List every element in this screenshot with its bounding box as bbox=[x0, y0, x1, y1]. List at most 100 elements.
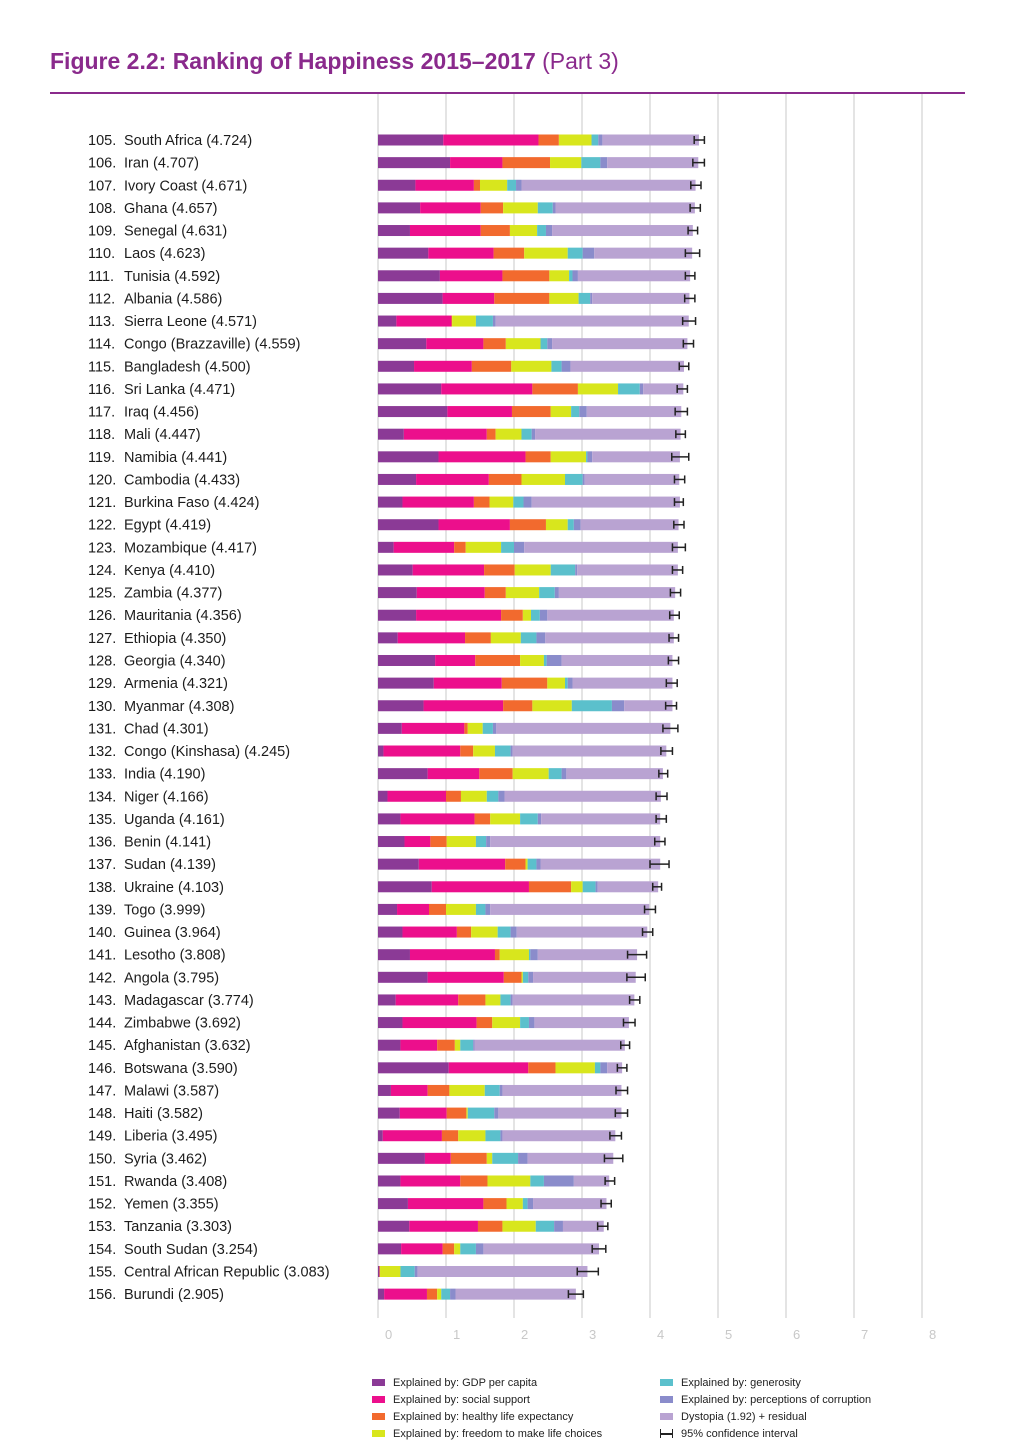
bar-segment-health bbox=[528, 881, 572, 893]
bar-segment-generosity bbox=[484, 1084, 500, 1096]
bar-segment-corruption bbox=[536, 632, 546, 644]
bar-segment-dystopia bbox=[541, 813, 661, 825]
rank-number: 143. bbox=[88, 993, 116, 1009]
bar-segment-dystopia bbox=[561, 654, 673, 666]
bar-segment-health bbox=[528, 1062, 556, 1074]
bar-segment-freedom bbox=[380, 1266, 401, 1277]
rank-number: 142. bbox=[88, 970, 116, 986]
bar-segment-corruption bbox=[595, 881, 598, 893]
country-label: Niger (4.166) bbox=[124, 789, 209, 805]
bar-segment-social bbox=[416, 473, 489, 485]
bar-segment-gdp bbox=[378, 519, 439, 531]
bar-segment-health bbox=[494, 949, 500, 961]
bar-segment-social bbox=[441, 383, 533, 395]
bar-segment-health bbox=[471, 360, 512, 372]
bar-segment-freedom bbox=[521, 473, 565, 485]
bar-segment-social bbox=[402, 496, 474, 508]
country-label: South Sudan (3.254) bbox=[124, 1242, 258, 1258]
bar-segment-gdp bbox=[378, 1243, 402, 1255]
bar-segment-freedom bbox=[495, 428, 522, 440]
bar-segment-social bbox=[443, 134, 539, 146]
bar-segment-freedom bbox=[460, 790, 487, 802]
bar-segment-gdp bbox=[378, 632, 398, 644]
bar-segment-gdp bbox=[378, 1107, 400, 1119]
bar-segment-dystopia bbox=[524, 541, 678, 553]
bar-segment-gdp bbox=[378, 994, 396, 1006]
bar-segment-gdp bbox=[378, 179, 416, 191]
bar-segment-dystopia bbox=[547, 609, 674, 621]
bar-segment-generosity bbox=[569, 270, 573, 282]
bar-segment-dystopia bbox=[502, 1084, 622, 1096]
bar-segment-dystopia bbox=[516, 926, 648, 938]
country-label: Guinea (3.964) bbox=[124, 925, 221, 941]
rank-number: 107. bbox=[88, 178, 116, 194]
bar-segment-generosity bbox=[460, 1243, 476, 1255]
bar-segment-freedom bbox=[499, 949, 529, 961]
country-label: Zambia (4.377) bbox=[124, 586, 222, 602]
bar-segment-gdp bbox=[378, 1288, 385, 1300]
bar-segment-generosity bbox=[494, 745, 511, 757]
bar-segment-dystopia bbox=[607, 1062, 623, 1074]
bar-segment-corruption bbox=[518, 1152, 528, 1164]
figure-title-main: Figure 2.2: Ranking of Happiness 2015–20… bbox=[50, 48, 536, 74]
bar-segment-health bbox=[474, 813, 491, 825]
bar-segment-freedom bbox=[522, 609, 531, 621]
bar-segment-freedom bbox=[446, 903, 476, 915]
bar-segment-social bbox=[420, 202, 481, 214]
bar-segment-dystopia bbox=[552, 338, 688, 350]
bar-segment-health bbox=[429, 903, 446, 915]
bar-segment-health bbox=[441, 1130, 459, 1142]
bar-segment-health bbox=[484, 587, 506, 599]
bar-segment-social bbox=[418, 858, 506, 870]
bar-segment-social bbox=[448, 1062, 529, 1074]
bar-segment-freedom bbox=[454, 1243, 461, 1255]
legend-item-gdp: Explained by: GDP per capita bbox=[372, 1374, 602, 1391]
rank-number: 147. bbox=[88, 1083, 116, 1099]
bar-segment-dystopia bbox=[540, 858, 661, 870]
country-label: Tanzania (3.303) bbox=[124, 1219, 232, 1235]
bar-segment-dystopia bbox=[643, 383, 684, 395]
bar-segment-dystopia bbox=[490, 836, 661, 848]
bar-segment-corruption bbox=[537, 813, 542, 825]
rank-number: 106. bbox=[88, 156, 116, 172]
rank-number: 153. bbox=[88, 1219, 116, 1235]
bar-segment-freedom bbox=[503, 202, 538, 214]
bar-segment-corruption bbox=[561, 360, 571, 372]
bar-segment-freedom bbox=[549, 292, 579, 304]
legend-swatch-freedom bbox=[372, 1430, 385, 1437]
bar-segment-health bbox=[379, 1266, 381, 1277]
bar-segment-gdp bbox=[378, 292, 443, 304]
bar-segment-generosity bbox=[527, 858, 537, 870]
bar-segment-freedom bbox=[545, 519, 568, 531]
bar-segment-gdp bbox=[378, 270, 440, 282]
x-tick-label: 1 bbox=[453, 1327, 460, 1342]
bar-segment-dystopia bbox=[592, 292, 690, 304]
bar-segment-health bbox=[437, 1039, 455, 1051]
rank-number: 150. bbox=[88, 1151, 116, 1167]
legend-item-health: Explained by: healthy life expectancy bbox=[372, 1408, 602, 1425]
country-label: Congo (Kinshasa) (4.245) bbox=[124, 744, 290, 760]
bar-segment-health bbox=[509, 519, 546, 531]
rank-number: 129. bbox=[88, 676, 116, 692]
bar-segment-generosity bbox=[571, 406, 580, 418]
country-label: Cambodia (4.433) bbox=[124, 472, 240, 488]
rank-number: 123. bbox=[88, 540, 116, 556]
country-label: Laos (4.623) bbox=[124, 246, 205, 262]
bar-segment-social bbox=[415, 179, 474, 191]
bar-segment-health bbox=[460, 1175, 488, 1187]
country-label: Ethiopia (4.350) bbox=[124, 631, 226, 647]
rank-number: 110. bbox=[88, 246, 115, 262]
bar-segment-health bbox=[473, 496, 490, 508]
rank-number: 117. bbox=[88, 405, 115, 421]
bar-segment-social bbox=[399, 1107, 447, 1119]
bar-segment-freedom bbox=[465, 541, 502, 553]
bar-segment-corruption bbox=[516, 179, 522, 191]
bar-segment-social bbox=[401, 1243, 443, 1255]
country-label: Ukraine (4.103) bbox=[124, 880, 224, 896]
x-tick-label: 2 bbox=[521, 1327, 528, 1342]
bar-segment-corruption bbox=[554, 1220, 563, 1232]
bar-segment-gdp bbox=[378, 315, 397, 327]
bar-segment-generosity bbox=[535, 1220, 555, 1232]
bar-segment-gdp bbox=[378, 654, 436, 666]
country-label: Egypt (4.419) bbox=[124, 518, 211, 534]
